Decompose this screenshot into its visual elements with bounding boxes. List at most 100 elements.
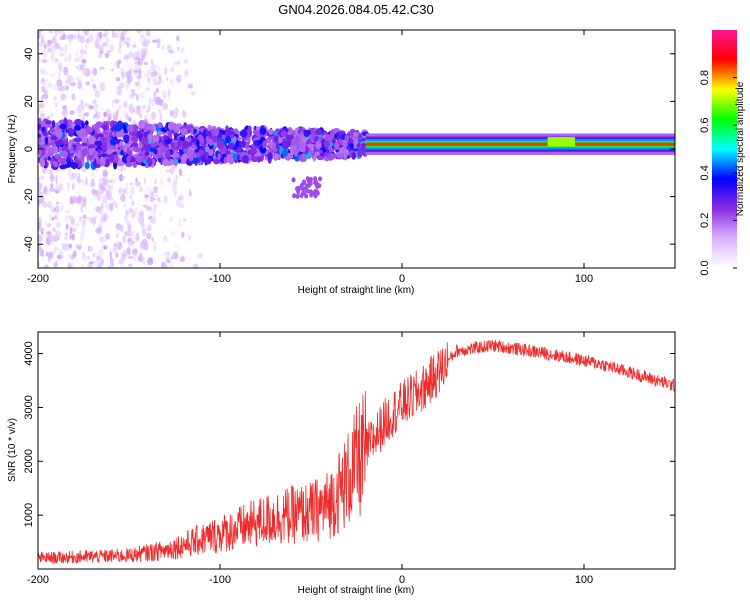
spectrogram-speckle bbox=[178, 218, 181, 228]
spectrogram-speckle bbox=[48, 213, 52, 219]
spectrogram-speckle bbox=[38, 221, 42, 230]
spectrogram-band-cell bbox=[315, 128, 323, 136]
spectrogram-speckle bbox=[179, 256, 185, 263]
spectrogram-speckle bbox=[152, 39, 158, 43]
spectrogram-speckle bbox=[97, 189, 104, 195]
spectrogram-speckle bbox=[126, 182, 129, 191]
spectrogram-speckle bbox=[39, 175, 45, 181]
spectrogram-speckle bbox=[183, 58, 189, 65]
spectrogram-speckle bbox=[67, 167, 72, 177]
spectrogram-band-cell bbox=[59, 123, 67, 130]
spectrogram-band-cell bbox=[217, 153, 221, 161]
spectrogram-speckle bbox=[148, 96, 151, 106]
spectrogram-speckle bbox=[142, 105, 147, 109]
spectrogram-band-cell bbox=[55, 129, 63, 138]
colorbar-tick-label: 0.6 bbox=[699, 118, 711, 133]
spectrogram-speckle bbox=[75, 171, 79, 180]
spectrogram-band-cell bbox=[172, 152, 180, 158]
spectrogram-band-cell bbox=[125, 162, 133, 168]
spectrogram-speckle bbox=[132, 253, 137, 262]
snr-ylabel: SNR (10 * v/v) bbox=[7, 418, 18, 482]
spectrogram-speckle bbox=[153, 186, 158, 194]
spectrogram-speckle bbox=[44, 264, 49, 268]
spectrogram-speckle bbox=[93, 114, 96, 119]
spectrogram-speckle bbox=[128, 243, 134, 247]
spectrogram-speckle bbox=[154, 178, 157, 185]
spectrogram-speckle bbox=[187, 83, 193, 89]
spectrogram-speckle bbox=[129, 93, 132, 98]
spectrogram-speckle bbox=[143, 177, 146, 185]
spectrogram-speckle bbox=[108, 179, 113, 184]
spectrogram-speckle bbox=[83, 214, 87, 220]
spectrogram-speckle bbox=[93, 193, 97, 200]
spectrogram-speckle bbox=[100, 107, 103, 111]
spectrogram-speckle bbox=[172, 251, 179, 260]
spectrogram-speckle bbox=[187, 177, 191, 182]
spectrogram-speckle bbox=[168, 50, 174, 54]
spectrogram-band-cell bbox=[131, 136, 138, 142]
spectrogram-band-cell bbox=[60, 158, 67, 165]
spectrogram-speckle bbox=[56, 254, 63, 260]
spectrogram-tail-cell bbox=[309, 177, 313, 182]
spectrogram-speckle bbox=[123, 59, 130, 67]
snr-ytick-label: 3000 bbox=[23, 395, 35, 419]
snr-marks bbox=[37, 339, 676, 564]
spectrogram-band-cell bbox=[328, 153, 336, 160]
spectrogram-band-cell bbox=[337, 153, 344, 159]
spectrogram-band-cell bbox=[55, 140, 63, 146]
spectrogram-speckle bbox=[155, 81, 160, 85]
spectrogram-speckle bbox=[122, 235, 127, 244]
spectrogram-speckle bbox=[113, 246, 118, 255]
spectrogram-band-cell bbox=[224, 135, 232, 144]
spectrogram-speckle bbox=[133, 69, 139, 73]
spectrogram-band-cell bbox=[42, 147, 46, 152]
spectrogram-speckle bbox=[146, 108, 149, 114]
spectrogram-speckle bbox=[71, 183, 75, 191]
spectrogram-speckle bbox=[117, 47, 121, 54]
spectrogram-speckle bbox=[78, 55, 84, 62]
spectrogram-band-cell bbox=[157, 147, 161, 155]
spectrogram-speckle bbox=[123, 101, 128, 109]
spectrogram-speckle bbox=[54, 260, 59, 265]
spectrogram-speckle bbox=[89, 263, 92, 268]
spectrogram-line-bump bbox=[547, 137, 575, 147]
spectrogram-speckle bbox=[47, 232, 51, 239]
spectrogram-speckle bbox=[75, 65, 78, 69]
spectrogram-speckle bbox=[139, 215, 143, 223]
spectrogram-speckle bbox=[85, 43, 88, 49]
spectrogram-speckle bbox=[65, 78, 72, 85]
spectrogram-speckle bbox=[166, 169, 170, 174]
spectrogram-speckle bbox=[70, 82, 76, 87]
spectrogram-speckle bbox=[50, 112, 54, 117]
spectrogram-speckle bbox=[118, 187, 122, 195]
spectrogram-speckle bbox=[74, 56, 80, 63]
figure-title: GN04.2026.084.05.42.C30 bbox=[278, 2, 433, 17]
snr-xtick-label: -200 bbox=[27, 574, 49, 586]
spectrogram-speckle bbox=[49, 174, 55, 182]
spectrogram-speckle bbox=[128, 241, 133, 245]
spectrogram-band-cell bbox=[351, 152, 357, 160]
spectrogram-speckle bbox=[38, 183, 43, 191]
spectrogram-band-cell bbox=[88, 144, 95, 149]
spectrogram-speckle bbox=[179, 204, 184, 208]
spectrogram-speckle bbox=[54, 58, 59, 62]
spectrogram-ytick-label: 20 bbox=[23, 95, 35, 107]
spectrogram-speckle bbox=[98, 183, 104, 191]
spectrogram-band-cell bbox=[120, 149, 124, 156]
spectrogram-speckle bbox=[176, 60, 181, 65]
spectrogram-speckle bbox=[164, 195, 168, 204]
spectrogram-xlabel: Height of straight line (km) bbox=[298, 285, 415, 296]
spectrogram-band-cell bbox=[135, 155, 144, 163]
spectrogram-band-cell bbox=[104, 157, 110, 167]
spectrogram-band-cell bbox=[356, 142, 361, 149]
spectrogram-band-cell bbox=[146, 133, 154, 141]
spectrogram-speckle bbox=[95, 228, 101, 234]
spectrogram-speckle bbox=[116, 233, 119, 238]
spectrogram-speckle bbox=[91, 178, 95, 186]
spectrogram-speckle bbox=[122, 188, 127, 194]
spectrogram-band-cell bbox=[208, 149, 214, 157]
spectrogram-ytick-label: 40 bbox=[23, 48, 35, 60]
spectrogram-speckle bbox=[64, 104, 67, 111]
spectrogram-band-cell bbox=[282, 149, 289, 157]
